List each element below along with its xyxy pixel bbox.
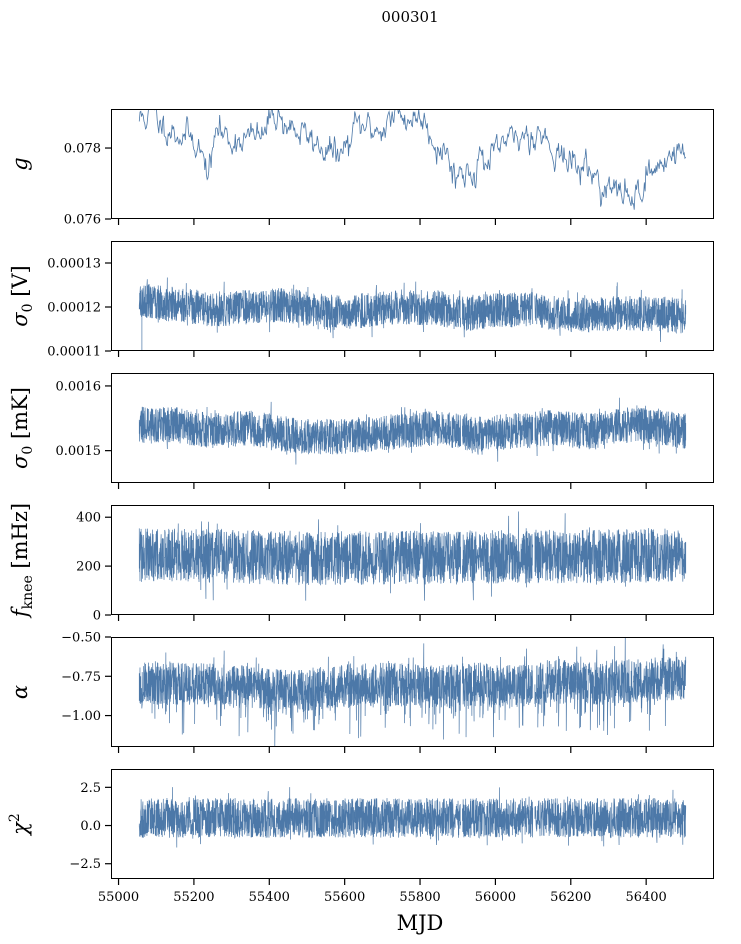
y-tick-label: 0.076 (64, 213, 101, 228)
y-tick-label: 2.5 (80, 781, 101, 796)
series-line-f-knee (138, 511, 687, 601)
plot-frame (111, 505, 714, 615)
y-axis-label: χ2 (7, 813, 32, 837)
y-tick-label: 0.0015 (56, 444, 102, 459)
y-tick-label: 0.00012 (47, 301, 101, 316)
x-tick-label: 56000 (475, 890, 516, 905)
x-tick-label: 55600 (324, 890, 365, 905)
y-tick-label: 0.0016 (56, 379, 102, 394)
x-tick-label: 55200 (173, 890, 214, 905)
y-tick-label: 0 (93, 609, 101, 624)
figure-title: 000301 (381, 8, 438, 26)
panel-sigma0-volts: 0.00011 0.00012 0.00013 σ0 [V] (8, 241, 714, 360)
y-tick-label: 400 (76, 511, 101, 526)
series-line-chi-squared (138, 787, 687, 848)
y-tick-label: −2.5 (69, 857, 101, 872)
x-tick-label: 56200 (550, 890, 591, 905)
x-axis-label: MJD (397, 911, 444, 935)
series-line-g (138, 109, 687, 210)
y-axis-label: α (8, 685, 32, 699)
y-tick-label: 0.0 (80, 819, 101, 834)
plot-frame (111, 109, 714, 219)
y-tick-label: 0.00011 (47, 345, 101, 360)
y-axis-label: g (8, 157, 32, 170)
series-line-alpha (138, 637, 687, 747)
y-tick-label: −0.75 (61, 670, 101, 685)
panel-chi-squared: −2.5 0.0 2.5 55000 55200 55400 55600 55800 56000… (7, 769, 714, 905)
plot-frame (111, 637, 714, 747)
y-axis-label: σ0 [mK] (8, 387, 36, 469)
y-axis-label: fknee [mHz] (8, 503, 36, 619)
panel-alpha: −1.00 −0.75 −0.50 α (8, 631, 714, 753)
plot-frame (111, 241, 714, 351)
y-tick-label: −1.00 (61, 709, 101, 724)
plot-frame (111, 769, 714, 879)
panel-sigma0-millikelvin: 0.0015 0.0016 σ0 [mK] (8, 373, 714, 489)
plot-frame (111, 373, 714, 483)
x-tick-label: 55000 (98, 890, 139, 905)
y-tick-label: 200 (76, 560, 101, 575)
y-tick-label: 0.078 (64, 142, 101, 157)
y-axis-label: σ0 [V] (8, 265, 36, 327)
y-tick-label: −0.50 (61, 631, 101, 646)
series-line-sigma0-volts (138, 277, 687, 351)
series-line-sigma0-millikelvin (138, 397, 687, 465)
x-tick-label: 55800 (399, 890, 440, 905)
panel-g: 0.076 0.078 g (8, 109, 714, 228)
x-tick-label: 55400 (249, 890, 290, 905)
x-tick-label: 56400 (625, 890, 666, 905)
panel-f-knee: 0 200 400 fknee [mHz] (8, 503, 714, 624)
y-tick-label: 0.00013 (47, 257, 101, 272)
